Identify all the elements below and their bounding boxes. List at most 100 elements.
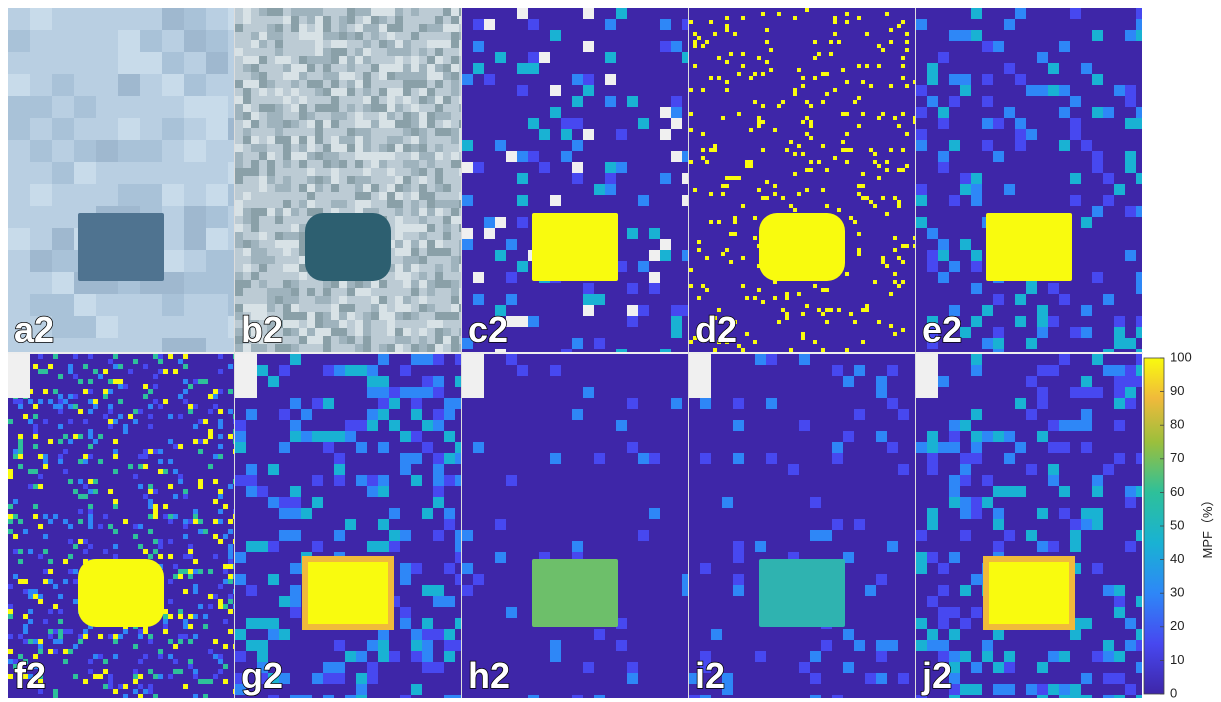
pixel (73, 569, 78, 574)
pixel (1037, 695, 1048, 698)
pixel (495, 217, 506, 228)
pixel (1136, 8, 1142, 19)
pixel (733, 585, 744, 596)
pixel (1125, 618, 1136, 629)
pixel (627, 673, 638, 684)
pixel (48, 629, 53, 634)
pixel (18, 434, 23, 439)
pixel (854, 409, 865, 420)
pixel (299, 32, 307, 40)
pixel (363, 128, 371, 136)
pixel (63, 519, 68, 524)
pixel (916, 140, 927, 151)
pixel (267, 288, 275, 296)
pixel (93, 479, 98, 484)
pixel (484, 19, 495, 30)
pixel (88, 444, 93, 449)
pixel (291, 232, 299, 240)
pixel (133, 409, 138, 414)
pixel (395, 16, 403, 24)
pixel (118, 118, 140, 140)
pixel (455, 552, 461, 563)
pixel (53, 514, 58, 519)
pixel (148, 689, 153, 694)
pixel (506, 272, 517, 283)
pixel (307, 8, 315, 16)
pixel (810, 497, 821, 508)
pixel (315, 184, 323, 192)
pixel (443, 112, 451, 120)
pixel (290, 420, 301, 431)
pixel (178, 474, 183, 479)
pixel (805, 168, 809, 172)
pixel (184, 206, 206, 228)
pixel (218, 489, 223, 494)
pixel (1037, 387, 1048, 398)
pixel (58, 399, 63, 404)
pixel (395, 344, 403, 352)
pixel (419, 88, 427, 96)
pixel (291, 24, 299, 32)
pixel (857, 252, 861, 256)
pixel (682, 52, 688, 63)
pixel (223, 579, 228, 584)
pixel (363, 8, 371, 16)
pixel (138, 454, 143, 459)
pixel (331, 72, 339, 80)
panel-background (689, 8, 915, 352)
pixel (363, 344, 371, 352)
pixel (275, 232, 283, 240)
pixel (971, 8, 982, 19)
pixel (1136, 453, 1142, 464)
pixel (290, 563, 301, 574)
pixel (228, 609, 233, 614)
pixel (228, 549, 233, 554)
pixel (411, 112, 419, 120)
pixel (671, 151, 682, 162)
pixel (183, 494, 188, 499)
pixel (323, 288, 331, 296)
pixel (435, 72, 443, 80)
pixel (627, 96, 638, 107)
pixel (178, 569, 183, 574)
pixel (810, 673, 821, 684)
pixel (290, 530, 301, 541)
pixel (938, 607, 949, 618)
pixel (765, 180, 769, 184)
pixel (251, 80, 259, 88)
pixel (228, 364, 233, 369)
pixel (33, 364, 38, 369)
pixel (68, 539, 73, 544)
pixel (403, 120, 411, 128)
pixel (243, 80, 251, 88)
pixel (550, 107, 561, 118)
pixel (1004, 662, 1015, 673)
pixel (660, 19, 671, 30)
pixel (251, 216, 259, 224)
pixel (162, 8, 184, 30)
pixel (48, 609, 53, 614)
pixel (451, 88, 459, 96)
pixel (291, 224, 299, 232)
pixel (873, 160, 877, 164)
pixel (323, 344, 331, 352)
pixel (153, 354, 158, 359)
pixel (927, 453, 938, 464)
pixel (649, 508, 660, 519)
pixel (279, 442, 290, 453)
pixel (403, 240, 411, 248)
pixel (638, 261, 649, 272)
pixel (1081, 695, 1092, 698)
pixel (422, 618, 433, 629)
pixel (323, 336, 331, 344)
pixel (1136, 354, 1142, 365)
pixel (419, 120, 427, 128)
pixel (403, 184, 411, 192)
pixel (400, 464, 411, 475)
pixel (809, 104, 813, 108)
pixel (83, 419, 88, 424)
pixel (1059, 695, 1070, 698)
pixel (213, 674, 218, 679)
pixel (1048, 541, 1059, 552)
pixel (583, 387, 594, 398)
